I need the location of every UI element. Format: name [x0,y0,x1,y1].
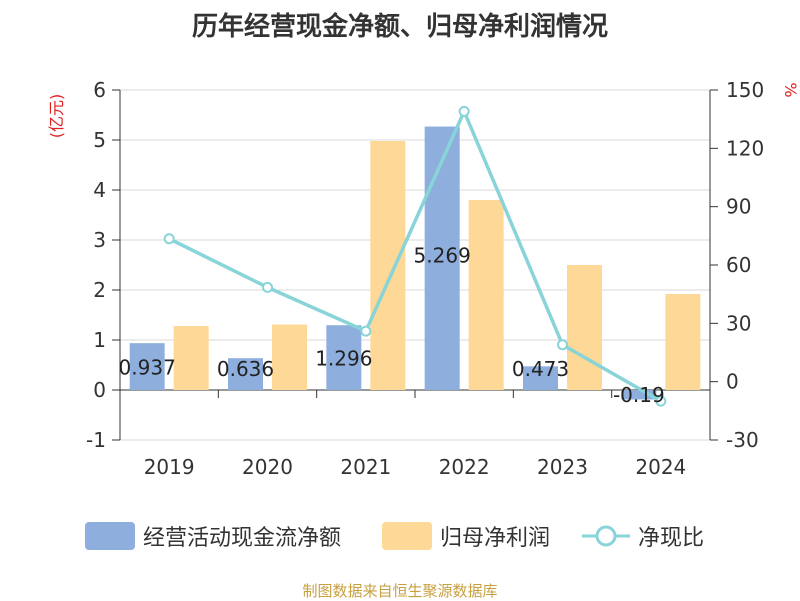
x-tick-label: 2021 [340,455,391,479]
cash-flow-value-label: -0.19 [613,383,665,407]
net-profit-bar [665,294,701,390]
legend-item-net-profit[interactable]: 归母净利润 [382,518,550,554]
right-tick-label: -30 [726,428,759,452]
net-profit-bar [567,265,602,390]
cash-ratio-point [557,339,568,351]
left-tick-label: -1 [86,428,106,452]
cash-ratio-point [360,325,372,337]
right-axis: 150 120 90 60 30 0 -30 [709,78,764,452]
x-axis: 2019 2020 2021 2022 2023 2024 [119,389,711,479]
cash-flow-bar [523,366,558,390]
cash-flow-value-label: 0.937 [119,356,176,380]
cash-flow-value-label: 1.296 [315,347,372,371]
x-tick-label: 2022 [439,455,490,479]
legend-label: 净现比 [638,526,705,551]
cash-ratio-point [163,233,175,245]
legend-label: 归母净利润 [440,526,551,551]
x-tick-label: 2020 [242,455,293,479]
legend-line-marker-icon [582,525,630,547]
data-source: 制图数据来自恒生聚源数据库 [302,582,498,600]
legend-item-cash-ratio[interactable]: 净现比 [580,518,704,554]
chart-title: 历年经营现金净额、归母净利润情况 [191,12,608,42]
right-tick-label: 60 [726,253,751,277]
right-tick-label: 30 [726,311,751,335]
left-tick-label: 1 [93,328,106,352]
left-tick-label: 4 [93,178,106,202]
net-profit-bar [272,324,307,390]
left-tick-label: 0 [93,378,106,402]
right-tick-label: 120 [726,136,764,160]
ratio-line [163,105,667,407]
x-tick-label: 2019 [144,455,195,479]
cash-ratio-point [458,105,470,117]
bar-labels: 0.937 0.636 1.296 5.269 0.473 -0.19 [119,244,665,407]
cash-flow-bar [326,325,362,390]
right-tick-label: 150 [726,78,764,102]
right-axis-unit: % [781,82,800,97]
left-tick-label: 2 [93,278,106,302]
cash-flow-bar [129,343,165,390]
bars [129,126,701,400]
net-profit-bar [173,326,209,390]
net-profit-bar [468,200,504,390]
legend-swatch-bar-blue [85,522,135,550]
cash-ratio-point [262,281,273,293]
cash-flow-bar [228,358,263,390]
x-tick-label: 2024 [635,455,686,479]
left-axis: 6 5 4 3 2 1 0 -1 [86,78,121,452]
left-axis-unit: (亿元) [47,94,66,139]
legend-label: 经营活动现金流净额 [143,526,342,551]
cash-ratio-line [168,106,662,403]
left-tick-label: 3 [93,228,106,252]
legend-swatch-bar-yellow [382,522,432,550]
left-tick-label: 6 [93,78,106,102]
cash-flow-bar [424,126,460,391]
x-tick-label: 2023 [537,455,588,479]
right-tick-label: 0 [726,370,739,394]
cash-flow-value-label: 0.473 [512,357,569,381]
left-tick-label: 5 [93,128,106,152]
legend: 经营活动现金流净额 归母净利润 净现比 [0,518,800,554]
right-tick-label: 90 [726,195,751,219]
net-profit-bar [370,141,406,390]
cash-flow-value-label: 0.636 [217,357,274,381]
legend-item-operating-cash-flow[interactable]: 经营活动现金流净额 [85,518,341,554]
cash-ratio-point [655,395,667,407]
cash-flow-value-label: 5.269 [414,244,471,268]
cash-flow-bar [621,390,657,400]
